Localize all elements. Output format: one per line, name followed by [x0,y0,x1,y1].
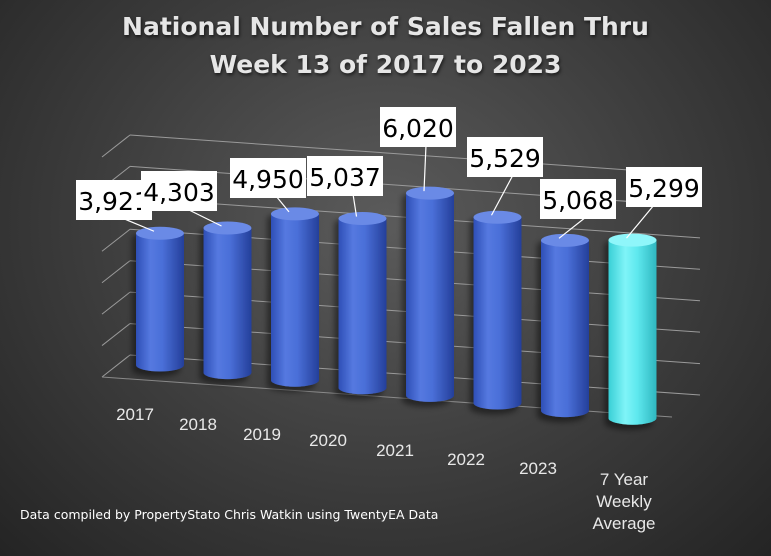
chart-title-line-2: Week 13 of 2017 to 2023 [209,50,562,79]
x-label-2019: 2019 [243,425,281,444]
bar-2020 [338,212,387,395]
data-label-text: 5,299 [628,174,700,203]
data-label-box [626,167,702,207]
leader-line [186,208,222,227]
data-label-2018: 4,303 [141,171,217,211]
data-label-box [380,107,456,147]
bar-2022 [473,210,522,410]
data-label-text: 4,303 [143,178,215,207]
bar-body [271,213,319,387]
gridline-side [101,323,131,346]
x-label-2018: 2018 [179,415,217,434]
gridline [129,134,701,176]
gridline-side [101,260,131,284]
leader-line [352,193,358,217]
bar-body [338,218,387,395]
data-label-box [540,179,616,219]
gridline-side [101,354,131,378]
bar-top [338,212,387,226]
bar-2019 [271,207,319,387]
x-label-7 Year Weekly Average: 7 Year Weekly Average [592,470,655,533]
bar-top [271,207,319,221]
data-label-2020: 5,037 [307,156,383,196]
bar-2018 [203,221,252,380]
data-label-text: 4,950 [232,165,304,194]
bars [136,186,657,425]
data-label-text: 5,529 [469,144,541,173]
data-label-2017: 3,921 [76,180,152,220]
data-label-box [467,137,543,177]
x-label-2020: 2020 [309,431,347,450]
data-label-2021: 6,020 [380,107,456,147]
data-label-text: 6,020 [382,114,454,143]
bar-2021 [406,186,454,402]
x-label-2022: 2022 [447,450,485,469]
bar-top [541,233,589,247]
chart-title-line-1: National Number of Sales Fallen Thru [122,12,649,41]
bar-top [473,210,522,224]
leader-line [423,144,427,192]
bar-body [541,240,589,418]
bar-body [203,228,252,380]
data-label-box [141,171,217,211]
data-label-text: 3,921 [78,187,150,216]
data-label-box [76,180,152,220]
bar-body [136,233,184,372]
data-label-2019: 4,950 [230,158,306,198]
leader-line [490,174,514,216]
data-label-text: 5,068 [542,186,614,215]
leader-line [558,216,587,239]
data-label-2023: 5,068 [540,179,616,219]
leader-line [626,204,655,239]
footnote: Data compiled by PropertyStato Chris Wat… [20,507,439,522]
data-label-text: 5,037 [309,163,381,192]
data-label-box [307,156,383,196]
bar-top [203,221,252,235]
bar-2017 [136,226,184,372]
bar-average [608,233,657,425]
gridline-side [101,228,131,252]
data-label-box [230,158,306,198]
x-label-2021: 2021 [376,441,414,460]
bar-top [406,186,454,200]
data-label-7 Year Weekly Average: 5,299 [626,167,702,207]
x-axis-labels: 2017 2018 2019 2020 2021 2022 2023 7 Year Weekly… [116,405,655,533]
x-label-2023: 2023 [519,459,557,478]
bar-2023 [541,233,589,418]
bar-top [136,226,184,240]
gridline-side [101,134,131,158]
x-label-2017: 2017 [116,405,154,424]
leader-line [121,217,155,232]
bar-body [608,240,657,425]
data-label-2022: 5,529 [467,137,543,177]
leader-line [275,195,290,213]
chart-title: National Number of Sales Fallen Thru Wee… [0,8,771,84]
bar-body [473,217,522,410]
gridline-side [101,291,131,315]
bar-body [406,193,454,402]
bar-top [608,233,657,247]
